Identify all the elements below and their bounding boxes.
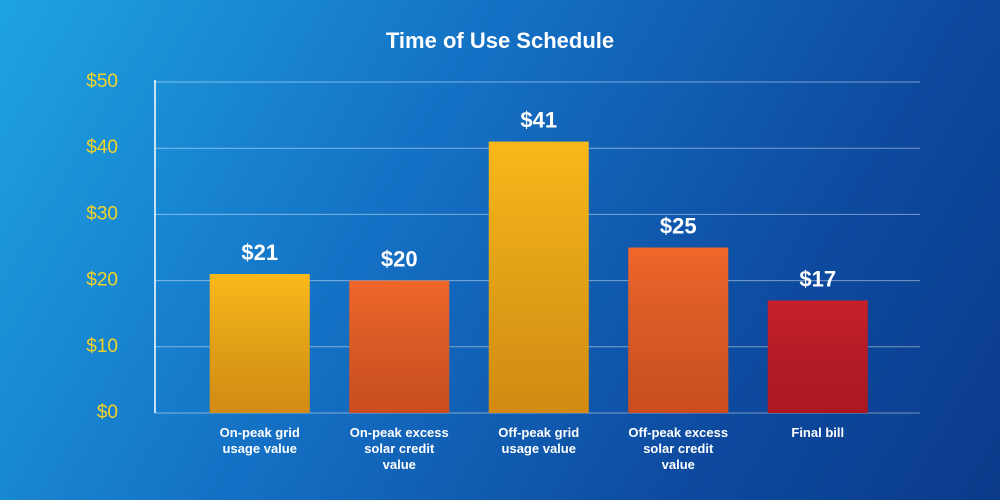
y-tick-label: $30 — [86, 203, 118, 224]
value-label: $21 — [241, 240, 278, 265]
value-label: $20 — [381, 246, 418, 271]
x-tick-label: Off-peak grid usage value — [498, 425, 580, 456]
y-tick-label: $50 — [86, 71, 118, 92]
y-tick-label: $20 — [86, 270, 118, 291]
y-tick-label: $10 — [86, 336, 118, 357]
bar-shade — [349, 280, 450, 413]
bar-shade — [628, 247, 729, 413]
value-label: $25 — [660, 213, 697, 238]
bar-shade — [767, 300, 868, 413]
x-tick-label: On-peak grid usage value — [219, 425, 300, 456]
bar-shade — [488, 141, 589, 413]
x-tick-label: On-peak excess solar credit value — [349, 425, 449, 472]
x-tick-label: Final bill — [791, 425, 845, 440]
value-label: $41 — [520, 107, 557, 132]
y-tick-label: $0 — [97, 402, 118, 423]
y-tick-label: $40 — [86, 137, 118, 158]
chart-title: Time of Use Schedule — [386, 28, 614, 53]
x-tick-label: Off-peak excess solar credit value — [628, 425, 729, 472]
bar-shade — [209, 273, 310, 413]
value-label: $17 — [799, 266, 836, 291]
